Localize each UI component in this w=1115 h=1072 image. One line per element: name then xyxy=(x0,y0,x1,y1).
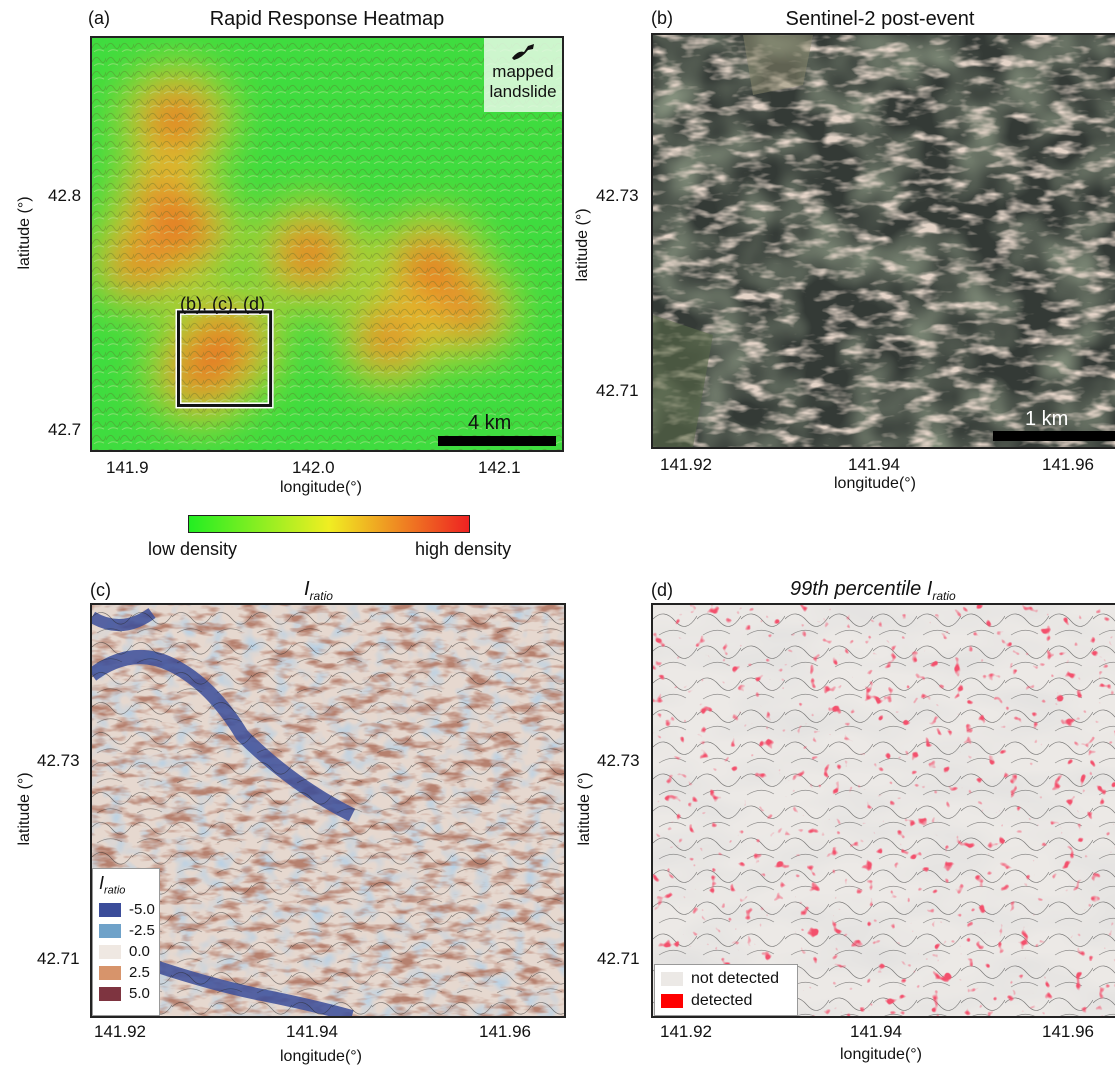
y-tick: 42.73 xyxy=(596,186,639,205)
legend-title: Iratio xyxy=(99,873,153,897)
legend-swatch xyxy=(99,902,121,917)
scale-bar-label: 1 km xyxy=(1025,408,1069,430)
detection-legend: not detected detected xyxy=(654,964,798,1016)
y-axis-label: latitude (°) xyxy=(16,196,33,270)
panel-b-title: Sentinel-2 post-event xyxy=(785,8,975,30)
x-tick: 141.96 xyxy=(1042,455,1094,474)
x-tick: 141.94 xyxy=(850,1022,902,1041)
x-axis-label: longitude(°) xyxy=(280,479,362,496)
x-tick: 141.94 xyxy=(848,455,900,474)
x-tick: 142.0 xyxy=(292,458,335,477)
y-tick: 42.71 xyxy=(596,381,639,400)
field-patch xyxy=(653,315,713,447)
legend-label: 5.0 xyxy=(129,984,150,1002)
iratio-legend: Iratio -5.0 -2.5 0.0 2.5 5.0 xyxy=(92,868,160,1016)
legend-label: 0.0 xyxy=(129,942,150,960)
terrain-texture xyxy=(92,38,562,450)
panel-a-letter: (a) xyxy=(88,8,110,28)
panel-b-letter: (b) xyxy=(651,8,673,28)
landslide-polygon-icon xyxy=(512,44,534,60)
legend-swatch xyxy=(99,986,121,1001)
legend-item: -5.0 xyxy=(99,899,155,920)
mapped-landslide-legend: mapped landslide xyxy=(484,38,562,112)
panel-d-letter: (d) xyxy=(651,580,673,600)
iratio-canvas xyxy=(92,605,564,1016)
x-axis-label: longitude(°) xyxy=(280,1048,362,1065)
panel-d-title: 99th percentile Iratio xyxy=(790,578,956,603)
legend-swatch xyxy=(99,944,121,959)
legend-swatch xyxy=(661,971,683,986)
x-tick: 141.96 xyxy=(479,1022,531,1041)
x-tick: 141.92 xyxy=(94,1022,146,1041)
legend-swatch xyxy=(661,993,683,1008)
x-axis-label: longitude(°) xyxy=(840,1046,922,1063)
x-tick: 141.96 xyxy=(1042,1022,1094,1041)
y-tick: 42.71 xyxy=(597,949,640,968)
x-axis-label: longitude(°) xyxy=(834,475,916,492)
legend-label: 2.5 xyxy=(129,963,150,981)
iratio-map xyxy=(90,603,566,1018)
legend-label: not detected xyxy=(691,970,780,987)
inset-label: (b), (c), (d) xyxy=(180,294,265,314)
colorbar-high-label: high density xyxy=(415,539,512,559)
density-colorbar xyxy=(188,515,470,533)
y-tick: 42.7 xyxy=(48,420,82,439)
x-tick: 141.9 xyxy=(106,458,149,477)
legend-title-main: I xyxy=(99,873,105,893)
x-tick: 141.92 xyxy=(660,1022,712,1041)
panel-c-title: Iratio xyxy=(304,578,333,603)
detected-pixels xyxy=(653,605,1115,1016)
title-main: I xyxy=(304,578,310,600)
panel-a-title: Rapid Response Heatmap xyxy=(209,8,445,30)
field-patch xyxy=(743,35,813,95)
legend-swatch xyxy=(99,965,121,980)
satellite-image xyxy=(651,33,1115,449)
legend-item: 0.0 xyxy=(99,941,153,962)
legend-label: -5.0 xyxy=(129,900,155,918)
y-tick: 42.71 xyxy=(37,949,80,968)
y-tick: 42.8 xyxy=(48,186,82,205)
x-tick: 141.92 xyxy=(660,455,712,474)
satellite-canvas xyxy=(653,35,1115,447)
legend-label-mapped: mapped xyxy=(492,62,554,81)
legend-swatch xyxy=(99,923,121,938)
detection-canvas xyxy=(653,605,1115,1016)
colorbar-low-label: low density xyxy=(148,539,238,559)
landslide-contours xyxy=(92,605,564,1016)
legend-label-landslide: landslide xyxy=(489,82,557,101)
heatmap-canvas xyxy=(92,38,562,450)
legend-item: -2.5 xyxy=(99,920,155,941)
legend-item: not detected xyxy=(661,968,791,990)
scale-bar-label: 4 km xyxy=(468,412,512,434)
scale-bar xyxy=(438,436,556,446)
y-axis-label: latitude (°) xyxy=(576,772,593,846)
legend-item: detected xyxy=(661,990,791,1012)
legend-title-sub: ratio xyxy=(104,884,126,897)
title-sub: ratio xyxy=(932,589,956,603)
x-tick: 141.94 xyxy=(286,1022,338,1041)
y-axis-label: latitude (°) xyxy=(574,208,591,282)
title-sub: ratio xyxy=(309,589,333,603)
detection-map xyxy=(651,603,1115,1018)
y-tick: 42.73 xyxy=(37,751,80,770)
legend-label: detected xyxy=(691,992,753,1009)
x-tick: 142.1 xyxy=(478,458,521,477)
legend-label: -2.5 xyxy=(129,921,155,939)
legend-item: 5.0 xyxy=(99,983,153,1004)
y-tick: 42.73 xyxy=(597,751,640,770)
title-main: 99th percentile I xyxy=(790,578,933,600)
legend-item: 2.5 xyxy=(99,962,153,983)
inset-box-border xyxy=(176,310,273,407)
scale-bar xyxy=(993,431,1115,441)
landslide-scars xyxy=(653,35,1115,447)
y-axis-label: latitude (°) xyxy=(16,772,33,846)
heatmap-plot xyxy=(90,36,564,452)
panel-c-letter: (c) xyxy=(90,580,111,600)
